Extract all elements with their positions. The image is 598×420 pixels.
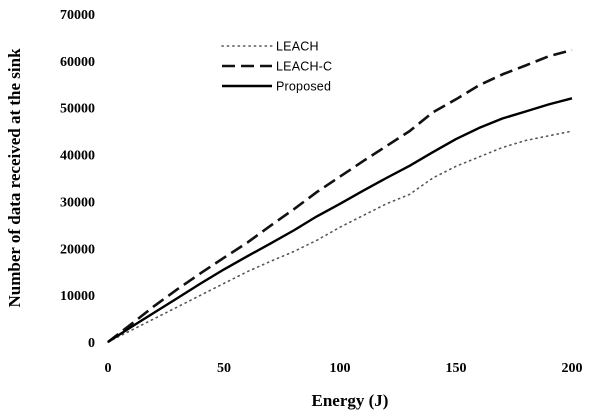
y-tick-label: 10000 xyxy=(60,289,95,304)
y-tick-label: 20000 xyxy=(60,242,95,257)
y-tick-label: 70000 xyxy=(60,8,95,23)
x-tick-label: 150 xyxy=(446,361,467,376)
y-tick-label: 0 xyxy=(88,336,95,351)
x-tick-label: 50 xyxy=(217,361,231,376)
series-line-leach-c xyxy=(107,48,573,344)
x-axis-title: Energy (J) xyxy=(312,391,389,410)
y-tick-label: 40000 xyxy=(60,149,95,164)
series-lines xyxy=(107,48,573,344)
axes: 0 10000 20000 30000 40000 50000 60000 70000 0 50 1… xyxy=(5,8,583,410)
y-tick-label: 30000 xyxy=(60,195,95,210)
y-tick-label: 60000 xyxy=(60,55,95,70)
legend-label: LEACH xyxy=(276,40,319,54)
legend-label: Proposed xyxy=(276,80,331,94)
legend-label: LEACH-C xyxy=(276,60,332,74)
series-line-proposed xyxy=(107,97,573,344)
x-tick-label: 200 xyxy=(562,361,583,376)
y-tick-label: 50000 xyxy=(60,102,95,117)
y-axis-title: Number of data received at the sink xyxy=(5,48,24,308)
x-tick-label: 100 xyxy=(330,361,351,376)
x-tick-label: 0 xyxy=(105,361,112,376)
series-line-leach xyxy=(107,130,573,343)
legend: LEACH LEACH-C Proposed xyxy=(221,40,332,94)
